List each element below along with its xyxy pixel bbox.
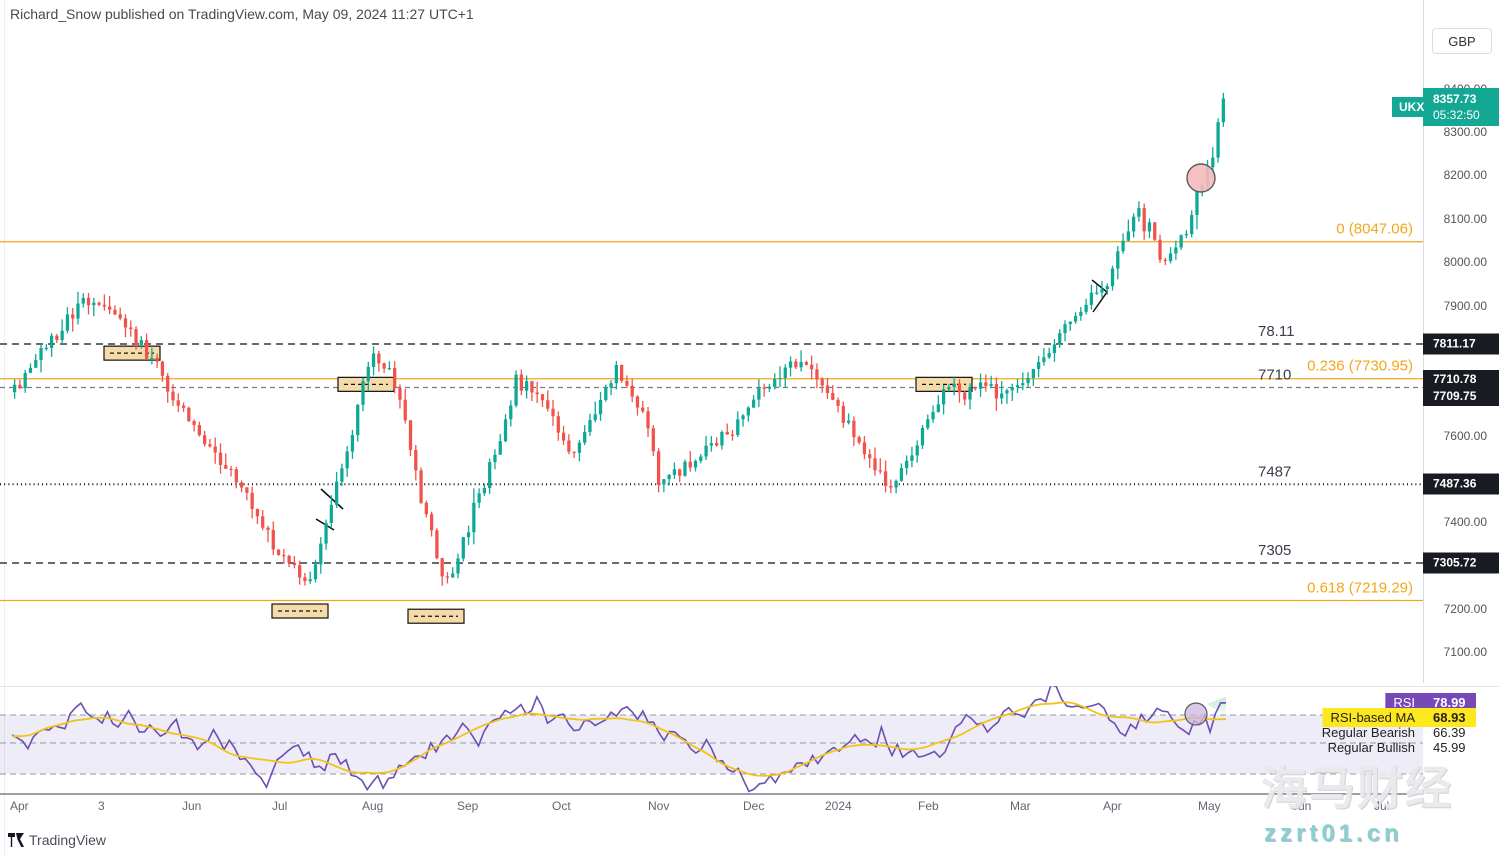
- svg-text:78.11: 78.11: [1258, 323, 1294, 340]
- svg-text:7305: 7305: [1258, 542, 1291, 559]
- svg-text:7710: 7710: [1258, 366, 1291, 383]
- svg-text:0.618 (7219.29): 0.618 (7219.29): [1307, 579, 1413, 596]
- svg-text:7487: 7487: [1258, 463, 1291, 480]
- svg-text:0.236 (7730.95): 0.236 (7730.95): [1307, 358, 1413, 375]
- svg-text:0 (8047.06): 0 (8047.06): [1336, 221, 1413, 238]
